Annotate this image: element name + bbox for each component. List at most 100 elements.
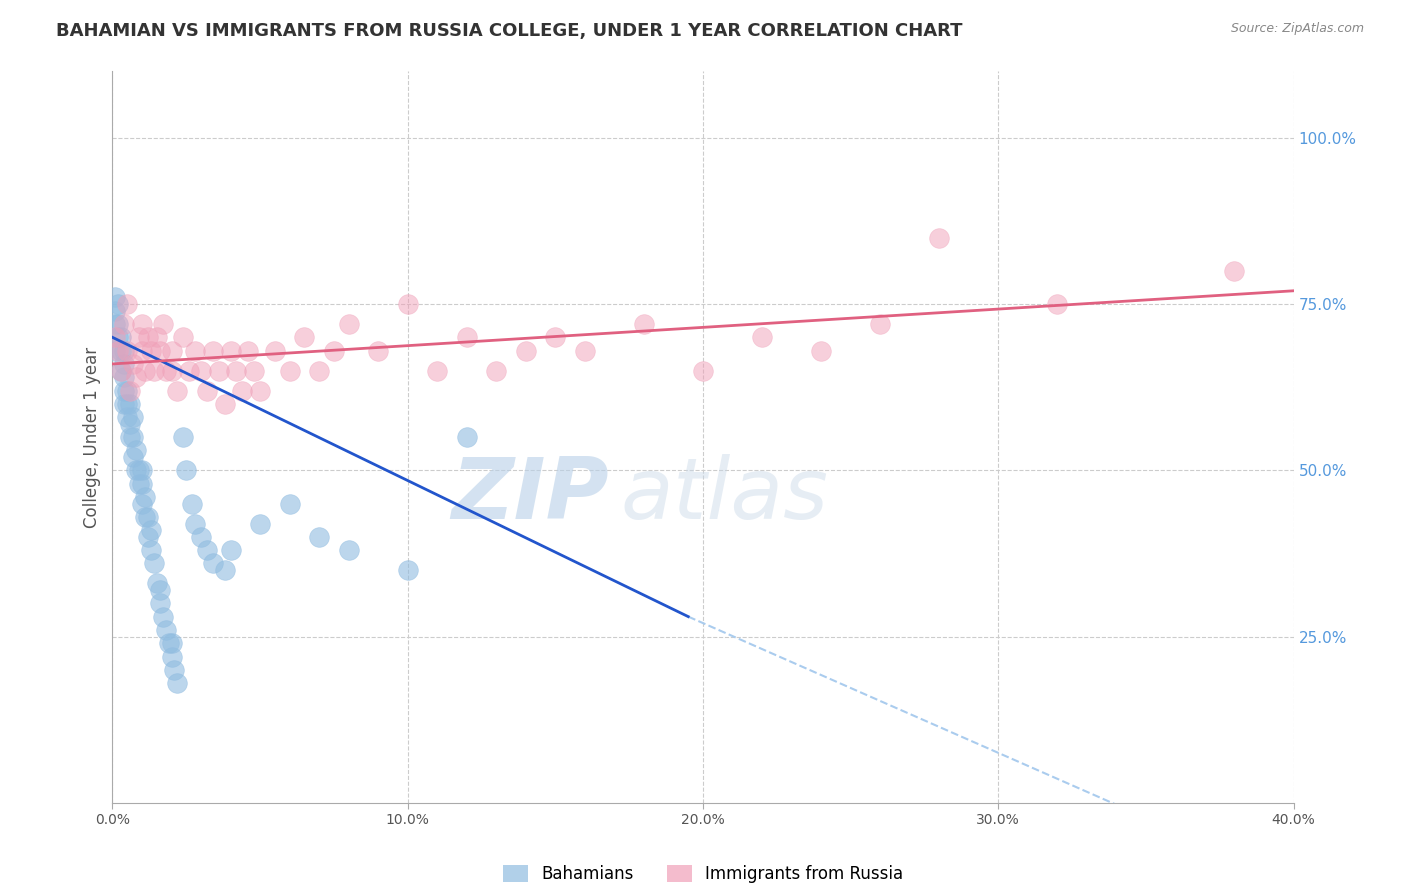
Point xyxy=(166,384,188,398)
Point xyxy=(163,663,186,677)
Point xyxy=(112,357,135,371)
Point xyxy=(149,596,172,610)
Point xyxy=(152,317,174,331)
Point xyxy=(117,343,138,358)
Point xyxy=(131,497,153,511)
Point xyxy=(112,343,135,358)
Point xyxy=(249,384,271,398)
Point xyxy=(308,530,330,544)
Point xyxy=(128,476,150,491)
Point xyxy=(515,343,537,358)
Point xyxy=(122,430,145,444)
Point xyxy=(110,343,132,358)
Point xyxy=(195,384,218,398)
Point xyxy=(104,290,127,304)
Point xyxy=(249,516,271,531)
Point xyxy=(122,450,145,464)
Point xyxy=(120,384,142,398)
Point xyxy=(139,543,162,558)
Point xyxy=(155,623,177,637)
Point xyxy=(120,417,142,431)
Point xyxy=(201,343,224,358)
Point xyxy=(112,397,135,411)
Point xyxy=(231,384,253,398)
Point xyxy=(139,523,162,537)
Point xyxy=(396,297,419,311)
Point xyxy=(190,363,212,377)
Point xyxy=(117,297,138,311)
Point xyxy=(323,343,346,358)
Point xyxy=(149,343,172,358)
Point xyxy=(155,363,177,377)
Point xyxy=(136,330,159,344)
Point xyxy=(117,410,138,425)
Point xyxy=(122,357,145,371)
Point xyxy=(107,317,129,331)
Point xyxy=(136,530,159,544)
Point xyxy=(152,609,174,624)
Point xyxy=(107,343,129,358)
Point xyxy=(869,317,891,331)
Point xyxy=(456,330,478,344)
Point xyxy=(184,516,207,531)
Point xyxy=(219,343,242,358)
Point xyxy=(131,476,153,491)
Text: ZIP: ZIP xyxy=(451,454,609,537)
Point xyxy=(396,563,419,577)
Point xyxy=(125,443,148,458)
Point xyxy=(120,397,142,411)
Point xyxy=(264,343,287,358)
Text: atlas: atlas xyxy=(620,454,828,537)
Point xyxy=(337,543,360,558)
Point xyxy=(104,317,127,331)
Point xyxy=(179,363,201,377)
Point xyxy=(120,430,142,444)
Point xyxy=(1046,297,1069,311)
Text: BAHAMIAN VS IMMIGRANTS FROM RUSSIA COLLEGE, UNDER 1 YEAR CORRELATION CHART: BAHAMIAN VS IMMIGRANTS FROM RUSSIA COLLE… xyxy=(56,22,963,40)
Point xyxy=(160,343,183,358)
Point xyxy=(139,343,162,358)
Point xyxy=(157,636,180,650)
Point xyxy=(278,363,301,377)
Point xyxy=(456,430,478,444)
Point xyxy=(117,397,138,411)
Point xyxy=(172,430,194,444)
Point xyxy=(112,317,135,331)
Point xyxy=(104,343,127,358)
Point xyxy=(104,303,127,318)
Point xyxy=(149,582,172,597)
Point xyxy=(122,410,145,425)
Point xyxy=(214,397,236,411)
Legend: Bahamians, Immigrants from Russia: Bahamians, Immigrants from Russia xyxy=(496,858,910,889)
Point xyxy=(174,463,197,477)
Point xyxy=(142,363,165,377)
Point xyxy=(117,384,138,398)
Point xyxy=(107,297,129,311)
Point xyxy=(131,463,153,477)
Point xyxy=(134,509,156,524)
Point xyxy=(112,384,135,398)
Point xyxy=(195,543,218,558)
Point xyxy=(292,330,315,344)
Point xyxy=(337,317,360,331)
Point xyxy=(160,363,183,377)
Point xyxy=(125,463,148,477)
Point xyxy=(160,649,183,664)
Point xyxy=(219,543,242,558)
Point xyxy=(367,343,389,358)
Point xyxy=(160,636,183,650)
Point xyxy=(426,363,449,377)
Point xyxy=(125,370,148,384)
Point xyxy=(810,343,832,358)
Point xyxy=(308,363,330,377)
Point xyxy=(1223,264,1246,278)
Point xyxy=(104,330,127,344)
Point xyxy=(238,343,260,358)
Point xyxy=(146,576,169,591)
Text: Source: ZipAtlas.com: Source: ZipAtlas.com xyxy=(1230,22,1364,36)
Point xyxy=(928,230,950,244)
Point xyxy=(184,343,207,358)
Point xyxy=(134,363,156,377)
Point xyxy=(110,363,132,377)
Point xyxy=(485,363,508,377)
